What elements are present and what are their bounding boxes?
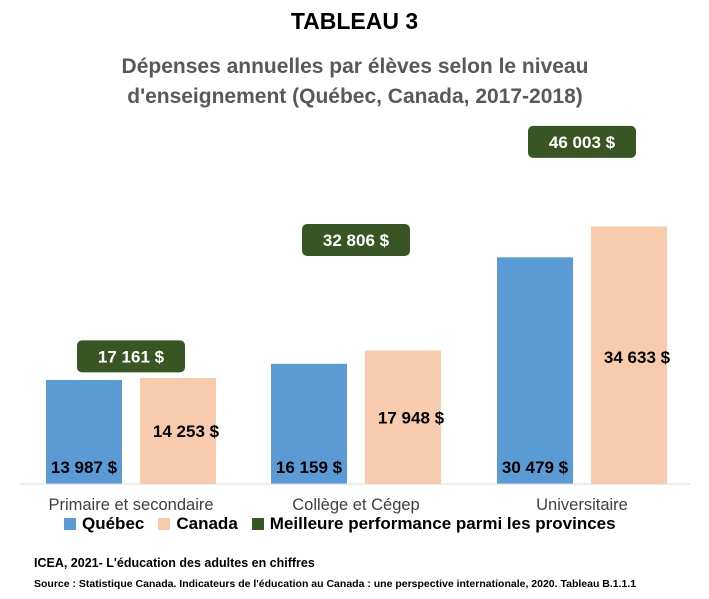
legend-swatch-canada bbox=[158, 518, 171, 530]
bar-quebec-2 bbox=[497, 257, 573, 484]
chart-title: TABLEAU 3 bbox=[290, 8, 419, 34]
subtitle-line-2: d'enseignement (Québec, Canada, 2017-201… bbox=[127, 85, 583, 108]
footer-source: Source : Statistique Canada. Indicateurs… bbox=[34, 578, 637, 590]
category-label-2: Universitaire bbox=[536, 496, 628, 514]
footer-credit: ICEA, 2021- L'éducation des adultes en c… bbox=[34, 556, 315, 570]
bar-quebec-0 bbox=[46, 379, 122, 484]
data-label-quebec-1: 16 159 $ bbox=[276, 458, 343, 477]
data-label-canada-2: 34 633 $ bbox=[604, 348, 671, 367]
bar-canada-0 bbox=[140, 377, 216, 484]
best-badge-0 bbox=[77, 340, 185, 373]
chart-subtitle: Dépenses annuelles par élèves selon le n… bbox=[60, 52, 650, 112]
best-label-1: 32 806 $ bbox=[323, 231, 390, 250]
legend-label-canada: Canada bbox=[176, 514, 238, 533]
legend-swatch-quebec bbox=[64, 518, 76, 530]
best-label-2: 46 003 $ bbox=[549, 133, 616, 152]
subtitle-line-1: Dépenses annuelles par élèves selon le n… bbox=[121, 55, 589, 78]
chart-legend: Québec Canada Meilleure performance parm… bbox=[64, 514, 630, 534]
best-label-0: 17 161 $ bbox=[98, 347, 165, 366]
data-label-canada-0: 14 253 $ bbox=[153, 422, 220, 441]
bar-quebec-1 bbox=[271, 363, 347, 484]
legend-swatch-best bbox=[251, 518, 264, 530]
best-badge-1 bbox=[302, 224, 410, 257]
data-label-quebec-0: 13 987 $ bbox=[51, 458, 118, 477]
bar-canada-2 bbox=[591, 226, 667, 485]
category-label-0: Primaire et secondaire bbox=[48, 496, 213, 514]
data-label-quebec-2: 30 479 $ bbox=[502, 458, 569, 477]
legend-item-best: Meilleure performance parmi les province… bbox=[251, 514, 616, 534]
legend-item-canada: Canada bbox=[158, 514, 238, 534]
legend-item-quebec: Québec bbox=[64, 514, 144, 534]
bar-canada-1 bbox=[365, 350, 441, 484]
best-badge-2 bbox=[528, 125, 636, 158]
data-label-canada-1: 17 948 $ bbox=[378, 408, 445, 427]
legend-label-quebec: Québec bbox=[82, 514, 145, 533]
category-label-1: Collège et Cégep bbox=[292, 496, 420, 514]
legend-label-best: Meilleure performance parmi les province… bbox=[269, 514, 616, 533]
